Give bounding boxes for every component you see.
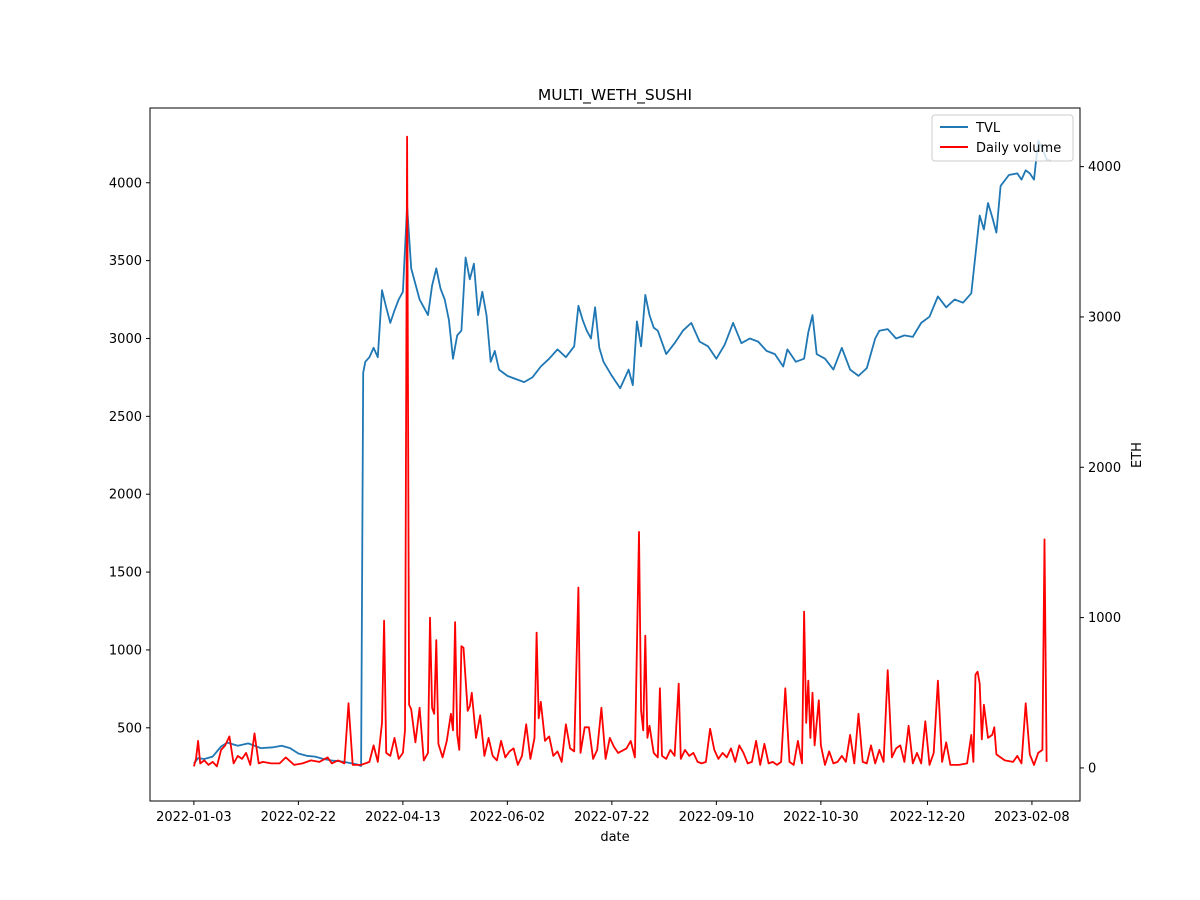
y-right-tick-label: 3000 xyxy=(1088,310,1121,325)
x-tick-label: 2022-12-20 xyxy=(890,810,966,825)
y-axis-right-label: ETH xyxy=(1130,442,1145,468)
y-left-tick-label: 2500 xyxy=(109,410,142,425)
y-right-tick-label: 0 xyxy=(1088,761,1096,776)
y-left-tick-label: 2000 xyxy=(109,488,142,503)
y-right-tick-label: 4000 xyxy=(1088,160,1121,175)
x-tick-label: 2022-06-02 xyxy=(470,810,546,825)
legend-label-tvl: TVL xyxy=(975,121,1001,136)
y-axis-right: 0 1000 2000 3000 4000 xyxy=(1080,160,1121,776)
y-left-tick-label: 500 xyxy=(117,721,142,736)
y-axis-left: 500 1000 1500 2000 2500 3000 3500 4000 xyxy=(109,176,150,736)
x-axis: 2022-01-03 2022-02-22 2022-04-13 2022-06-02… xyxy=(156,801,1070,825)
x-tick-label: 2022-07-22 xyxy=(574,810,650,825)
x-axis-label: date xyxy=(600,830,629,845)
legend-label-daily-volume: Daily volume xyxy=(976,141,1061,156)
y-left-tick-label: 1500 xyxy=(109,566,142,581)
y-left-tick-label: 3500 xyxy=(109,254,142,269)
y-right-tick-label: 2000 xyxy=(1088,461,1121,476)
x-tick-label: 2022-02-22 xyxy=(261,810,337,825)
y-left-tick-label: 3000 xyxy=(109,332,142,347)
series-line-tvl xyxy=(193,139,1052,767)
plot-area xyxy=(193,135,1052,768)
y-left-tick-label: 4000 xyxy=(109,176,142,191)
x-tick-label: 2022-09-10 xyxy=(679,810,755,825)
x-tick-label: 2022-01-03 xyxy=(156,810,232,825)
plot-frame xyxy=(149,107,1081,802)
x-tick-label: 2022-04-13 xyxy=(365,810,441,825)
y-right-tick-label: 1000 xyxy=(1088,611,1121,626)
chart-title: MULTI_WETH_SUSHI xyxy=(538,86,692,105)
y-left-tick-label: 1000 xyxy=(109,643,142,658)
series-line-daily-volume xyxy=(193,135,1048,768)
x-tick-label: 2023-02-08 xyxy=(994,810,1070,825)
legend: TVL Daily volume xyxy=(931,114,1074,162)
x-tick-label: 2022-10-30 xyxy=(783,810,859,825)
